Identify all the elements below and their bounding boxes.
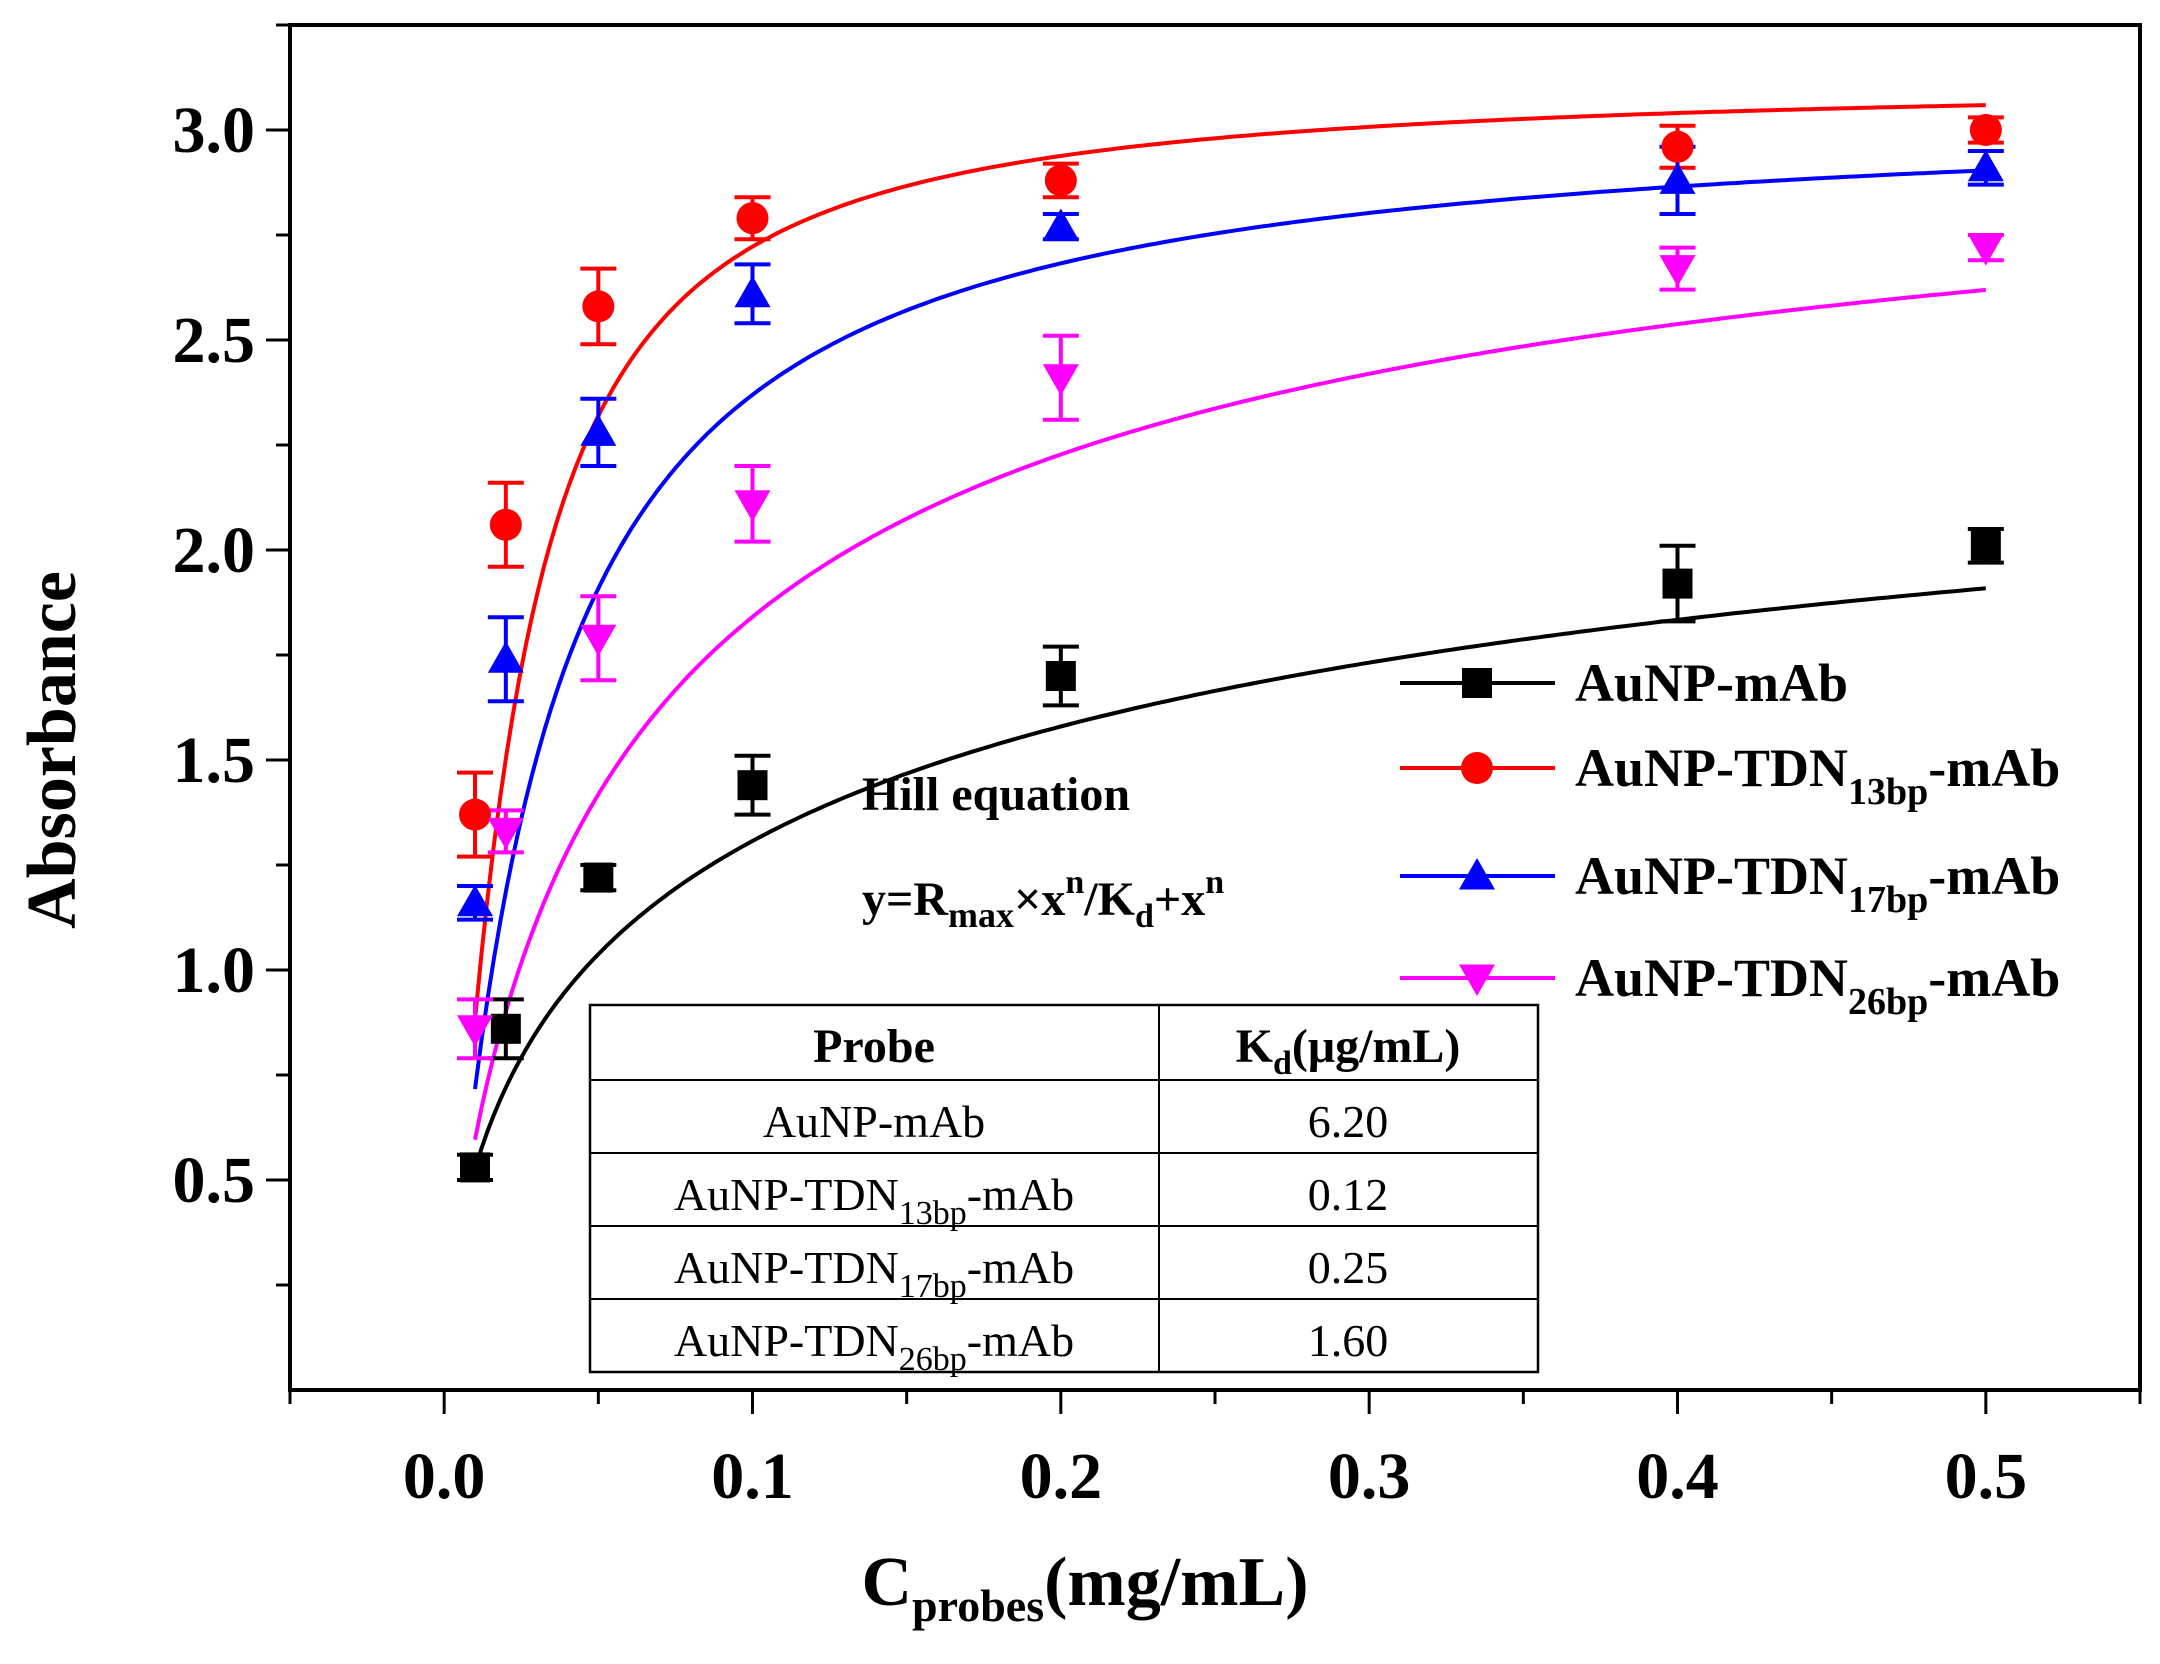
data-point <box>1967 149 2004 182</box>
data-point <box>583 862 614 893</box>
kd-table-kd-cell: 1.60 <box>1308 1315 1389 1366</box>
kd-table-probe-sub: 17bp <box>899 1268 967 1305</box>
kd-table-probe-cell: AuNP-TDN13bp-mAb <box>674 1169 1074 1232</box>
data-point <box>1042 364 1079 396</box>
legend-marker <box>1459 964 1495 996</box>
kd-table-probe-cell: AuNP-TDN26bp-mAb <box>674 1315 1074 1378</box>
kd-table-probe-tail: -mAb <box>967 1242 1074 1293</box>
kd-table-probe-main: AuNP-TDN <box>674 1169 899 1220</box>
x-tick-label: 0.3 <box>1328 1440 1411 1513</box>
data-point <box>736 202 769 235</box>
x-axis-title-sub: probes <box>912 1580 1044 1631</box>
x-tick-label: 0.0 <box>403 1440 486 1513</box>
legend-label-tail: -mAb <box>1928 948 2060 1008</box>
x-tick-label: 0.1 <box>711 1440 794 1513</box>
kd-table-probe-sub: 26bp <box>899 1341 967 1378</box>
data-point <box>460 1152 490 1183</box>
legend-label: AuNP-mAb <box>1575 653 1848 713</box>
data-point <box>1659 255 1696 287</box>
kd-table-kd-cell: 6.20 <box>1308 1096 1389 1147</box>
kd-table-probe-main: AuNP-TDN <box>674 1242 899 1293</box>
fit-curves <box>473 103 1986 1170</box>
axes: 0.0 0.1 0.2 0.3 0.4 0.5 0.5 1.0 1.5 2.0 2.5 3.0 <box>173 23 2142 1513</box>
legend-marker <box>1461 752 1493 784</box>
legend-label-main: AuNP-TDN <box>1575 948 1848 1008</box>
data-point <box>1045 661 1076 691</box>
x-tick-label: 0.4 <box>1636 1440 1719 1513</box>
kd-table-header-probe: Probe <box>813 1020 935 1073</box>
x-axis-title-unit: (mg/mL) <box>1044 1544 1308 1621</box>
legend-marker <box>1462 668 1492 698</box>
legend-label: AuNP-TDN13bp-mAb <box>1575 738 2060 813</box>
legend: AuNP-mAbAuNP-TDN13bp-mAbAuNP-TDN17bp-mAb… <box>1400 653 2060 1023</box>
kd-table-probe-sub: 13bp <box>899 1195 967 1232</box>
kd-table-kd-cell: 0.12 <box>1308 1169 1389 1220</box>
data-points <box>457 114 2004 1183</box>
data-point <box>582 290 615 323</box>
legend-label-sub: 17bp <box>1848 879 1928 921</box>
kd-table-probe-cell: AuNP-TDN17bp-mAb <box>674 1242 1074 1305</box>
legend-label-main: AuNP-TDN <box>1575 846 1848 906</box>
y-axis-title: Absorbance <box>14 571 91 929</box>
legend-label-sub: 13bp <box>1848 771 1928 813</box>
legend-label-main: AuNP-mAb <box>1575 653 1848 713</box>
data-point <box>737 770 768 801</box>
data-point <box>490 1013 521 1044</box>
legend-label-tail: -mAb <box>1928 738 2060 798</box>
fit-curve <box>473 287 1986 1141</box>
legend-label: AuNP-TDN26bp-mAb <box>1575 948 2060 1023</box>
data-point <box>734 275 771 308</box>
data-point <box>1659 162 1696 194</box>
data-point <box>457 1015 493 1047</box>
data-point <box>489 508 522 541</box>
kd-table-kd-cell: 0.25 <box>1308 1242 1389 1293</box>
y-tick-label: 1.0 <box>173 934 256 1007</box>
data-point <box>1044 164 1077 197</box>
kd-table-border <box>588 1003 1540 1374</box>
legend-marker <box>1459 858 1495 890</box>
data-point <box>1661 130 1694 163</box>
legend-label-tail: -mAb <box>1928 846 2060 906</box>
fit-curve <box>473 168 1986 1090</box>
fit-curve <box>473 586 1986 1170</box>
annotation-title: Hill equation <box>862 768 1130 821</box>
x-axis-title-main: C <box>861 1544 912 1621</box>
data-point <box>1970 530 2001 561</box>
data-point <box>457 884 493 917</box>
kd-table-probe-main: AuNP-TDN <box>674 1315 899 1366</box>
data-point <box>580 414 617 446</box>
kd-table-probe-main: AuNP-mAb <box>763 1096 985 1147</box>
data-point <box>1969 114 2002 146</box>
kd-table: Probe Kd(μg/mL) AuNP-mAb 6.20AuNP-TDN13bp… <box>588 1003 1540 1378</box>
y-tick-label: 3.0 <box>173 94 256 167</box>
x-tick-label: 0.2 <box>1020 1440 1103 1513</box>
kd-table-probe-tail: -mAb <box>967 1315 1074 1366</box>
y-tick-label: 2.5 <box>173 304 256 377</box>
data-point <box>734 490 771 522</box>
kd-table-header-kd: Kd(μg/mL) <box>1236 1020 1461 1082</box>
data-point <box>459 798 491 831</box>
data-point <box>487 817 524 850</box>
y-tick-label: 2.0 <box>173 514 256 587</box>
kd-table-probe-cell: AuNP-mAb <box>763 1096 985 1147</box>
data-point <box>580 624 617 657</box>
data-point <box>1042 208 1079 241</box>
x-tick-label: 0.5 <box>1945 1440 2028 1513</box>
y-tick-label: 0.5 <box>173 1144 256 1217</box>
x-axis-title: Cprobes(mg/mL) <box>861 1544 1308 1631</box>
data-point <box>1662 568 1693 599</box>
kd-table-probe-tail: -mAb <box>967 1169 1074 1220</box>
data-point <box>487 641 524 673</box>
legend-label-main: AuNP-TDN <box>1575 738 1848 798</box>
fit-curve <box>473 103 1986 1020</box>
data-point <box>1967 234 2004 266</box>
legend-label-sub: 26bp <box>1848 981 1928 1023</box>
y-tick-label: 1.5 <box>173 724 256 797</box>
legend-label: AuNP-TDN17bp-mAb <box>1575 846 2060 921</box>
annotation-equation: y=Rmax×xn/Kd+xn <box>862 864 1224 935</box>
